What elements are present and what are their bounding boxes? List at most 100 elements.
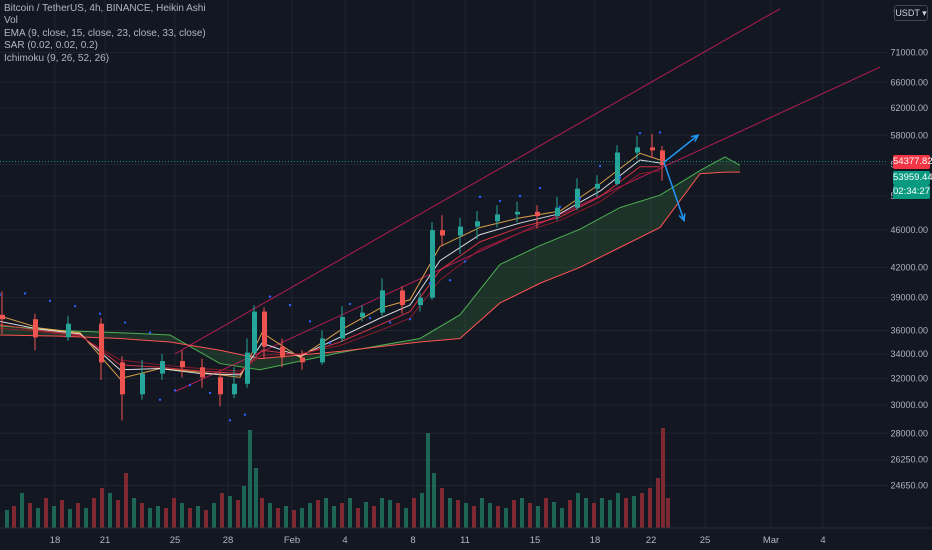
time-axis-background (0, 528, 932, 550)
volume-bar (340, 503, 344, 528)
volume-bar (164, 508, 168, 528)
time-axis-tick: 18 (590, 535, 601, 546)
candle-body (200, 367, 205, 378)
volume-bar (464, 503, 468, 528)
volume-bar (20, 493, 24, 528)
volume-bar (504, 508, 508, 528)
price-axis-tick: 34000.00 (890, 349, 928, 359)
legend-volume[interactable]: Vol (4, 15, 18, 27)
candle-body (360, 312, 365, 318)
volume-bar (220, 493, 224, 528)
volume-bar (268, 503, 272, 528)
price-axis-tick: 71000.00 (890, 47, 928, 57)
volume-bar (380, 498, 384, 528)
sar-dot (658, 131, 662, 134)
candle-body (595, 183, 600, 189)
price-axis-tick: 32000.00 (890, 374, 928, 384)
volume-bar (568, 500, 572, 528)
volume-bar (254, 468, 258, 528)
sar-dot (348, 302, 352, 306)
candle-body (66, 323, 71, 338)
volume-bar (480, 498, 484, 528)
volume-bar (388, 500, 392, 528)
time-axis-tick: 4 (820, 535, 825, 546)
candle-body (340, 317, 345, 339)
volume-bar (140, 503, 144, 528)
volume-bar (426, 433, 430, 528)
candle-body (262, 311, 267, 347)
bar-countdown-badge: 02:34:27 (893, 184, 930, 199)
volume-bar (300, 508, 304, 528)
sar-dot (208, 391, 212, 395)
price-axis-tick: 26250.00 (890, 455, 928, 465)
volume-bar (528, 503, 532, 528)
volume-bar (212, 503, 216, 528)
legend-ichimoku[interactable]: Ichimoku (9, 26, 52, 26) (4, 52, 110, 64)
volume-bar (640, 493, 644, 528)
volume-bar (648, 488, 652, 528)
sar-dot (388, 321, 392, 324)
volume-bar (260, 498, 264, 528)
volume-bar (100, 488, 104, 528)
time-axis-tick: 28 (223, 535, 234, 546)
volume-bar (396, 503, 400, 528)
sar-dot (48, 299, 52, 303)
time-axis-tick: 18 (50, 535, 61, 546)
volume-bar (372, 506, 376, 528)
sar-dot (288, 303, 292, 307)
volume-bar (616, 493, 620, 528)
sar-dot (538, 186, 542, 190)
volume-bar (666, 498, 670, 528)
volume-bar (520, 498, 524, 528)
time-axis-tick: 11 (460, 535, 470, 546)
time-axis-tick: 4 (342, 535, 347, 546)
ema-33-line (0, 170, 661, 372)
legend-symbol[interactable]: Bitcoin / TetherUS, 4h, BINANCE, Heikin … (4, 3, 206, 14)
candle-body (245, 352, 250, 384)
volume-bar (348, 498, 352, 528)
volume-bar (364, 502, 368, 528)
price-axis-tick: 24650.00 (890, 480, 928, 490)
volume-bar (592, 503, 596, 528)
volume-bar (316, 500, 320, 528)
volume-bar (472, 506, 476, 528)
candle-body (430, 230, 435, 298)
lower-channel-line (174, 66, 881, 393)
candle-body (555, 207, 560, 217)
sar-dot (638, 131, 642, 135)
volume-bar (600, 498, 604, 528)
volume-bar (488, 503, 492, 528)
volume-bar (60, 500, 64, 528)
volume-bar (332, 506, 336, 528)
volume-bar (584, 498, 588, 528)
volume-bar (308, 503, 312, 528)
price-axis-tick: 58000.00 (890, 130, 928, 140)
sar-dot (618, 176, 622, 179)
sar-dot (23, 292, 27, 295)
volume-bar (292, 510, 296, 528)
ichimoku-span-a (0, 156, 741, 371)
sar-dot (123, 321, 127, 324)
sar-dot (188, 383, 192, 387)
upper-channel-line (174, 8, 781, 355)
sar-dot (308, 320, 312, 323)
price-axis-tick: 36000.00 (890, 325, 928, 335)
sar-dot (173, 389, 177, 392)
candle-body (120, 362, 125, 395)
volume-bar (242, 486, 246, 528)
price-axis-tick: 39000.00 (890, 293, 928, 303)
currency-selector-button[interactable]: USDT ▾ (894, 5, 928, 21)
volume-bar (180, 503, 184, 528)
volume-bar (196, 506, 200, 528)
sar-dot (73, 304, 77, 308)
price-axis-tick: 28000.00 (890, 428, 928, 438)
legend-sar[interactable]: SAR (0.02, 0.02, 0.2) (4, 40, 98, 52)
projection-arrow-line (663, 134, 699, 163)
sar-dot (408, 318, 412, 321)
projection-arrow-head (691, 134, 700, 142)
legend-ema[interactable]: EMA (9, close, 15, close, 23, close, 33,… (4, 27, 206, 39)
volume-bar (116, 500, 120, 528)
